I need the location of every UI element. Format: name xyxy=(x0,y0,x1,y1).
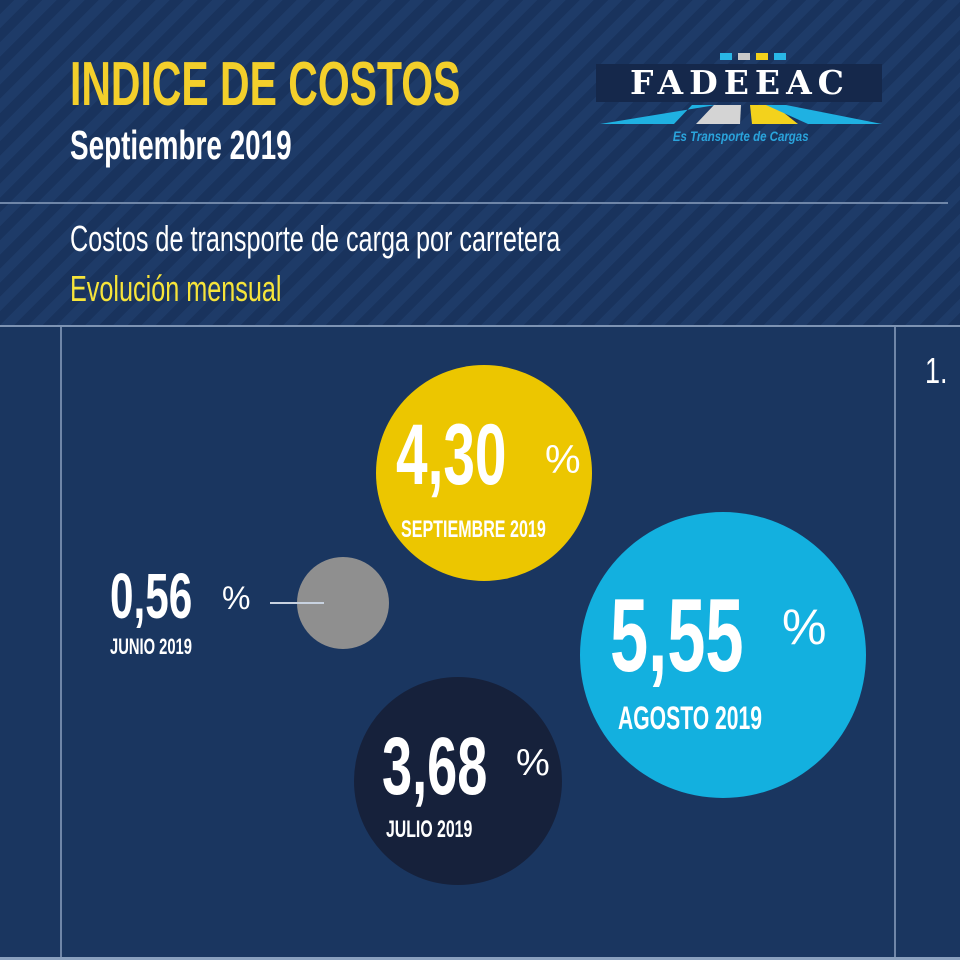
july-percent-sign: % xyxy=(516,742,550,784)
chart-description-highlight-text: Evolución mensual xyxy=(70,268,282,309)
bubble-august xyxy=(580,512,866,798)
header-banner xyxy=(0,0,960,326)
june-percent-sign: % xyxy=(222,580,251,616)
bubble-september xyxy=(376,365,592,581)
page-title: INDICE DE COSTOS xyxy=(70,52,661,118)
june-connector-line xyxy=(270,602,324,604)
logo-tagline: Es Transporte de Cargas xyxy=(596,128,886,144)
road-icon xyxy=(600,105,882,124)
page-number-text: 1. xyxy=(925,350,948,391)
header-bottom-border xyxy=(0,325,960,327)
september-label-text: SEPTIEMBRE 2019 xyxy=(401,516,546,543)
fadeeac-logo: FADEEAC Es Transporte de Cargas xyxy=(596,50,886,150)
june-value: 0,56 xyxy=(110,562,235,630)
july-value-text: 3,68 xyxy=(382,721,488,812)
august-label: AGOSTO 2019 xyxy=(618,700,836,736)
june-label: JUNIO 2019 xyxy=(110,634,232,660)
june-value-text: 0,56 xyxy=(110,560,193,632)
august-label-text: AGOSTO 2019 xyxy=(618,700,762,736)
header-divider xyxy=(0,202,948,204)
july-value: 3,68 xyxy=(382,724,542,810)
july-label: JULIO 2019 xyxy=(386,816,517,844)
logo-wordmark: FADEEAC xyxy=(630,63,850,102)
page-number: 1. xyxy=(925,350,955,392)
bottom-frame-line xyxy=(0,957,960,960)
logo-tagline-text: Es Transporte de Cargas xyxy=(673,128,809,144)
september-value-text: 4,30 xyxy=(396,407,507,503)
logo-square-icon xyxy=(756,53,768,60)
august-value-text: 5,55 xyxy=(610,578,744,694)
chart-description-highlight: Evolución mensual xyxy=(70,268,372,310)
september-value: 4,30 xyxy=(396,410,563,500)
logo-backdrop xyxy=(596,64,882,102)
june-label-text: JUNIO 2019 xyxy=(110,634,192,659)
logo-square-icon xyxy=(720,53,732,60)
page-title-text: INDICE DE COSTOS xyxy=(70,50,461,119)
right-frame-line xyxy=(894,327,896,960)
bubble-july xyxy=(354,677,562,885)
page-subtitle: Septiembre 2019 xyxy=(70,122,396,168)
chart-description-text: Costos de transporte de carga por carret… xyxy=(70,218,561,259)
left-frame-line xyxy=(60,327,62,960)
logo-square-icon xyxy=(738,53,750,60)
chart-description: Costos de transporte de carga por carret… xyxy=(70,218,770,260)
page-subtitle-text: Septiembre 2019 xyxy=(70,122,292,168)
september-percent-sign: % xyxy=(545,438,581,482)
july-label-text: JULIO 2019 xyxy=(386,816,473,843)
august-percent-sign: % xyxy=(782,599,827,655)
logo-square-icon xyxy=(774,53,786,60)
august-value: 5,55 xyxy=(610,582,812,690)
september-label: SEPTIEMBRE 2019 xyxy=(401,516,617,544)
